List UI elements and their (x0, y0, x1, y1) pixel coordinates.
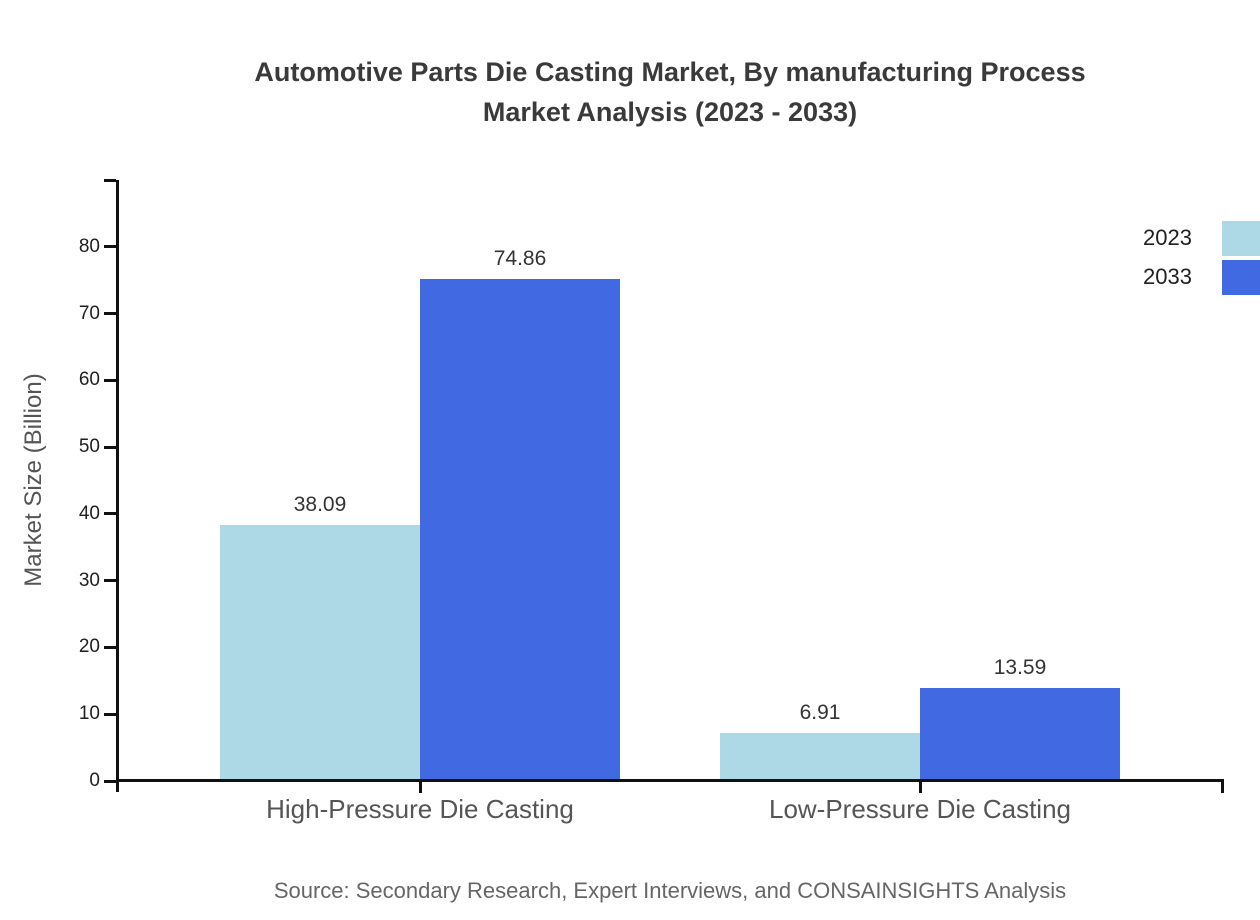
x-tick (1220, 779, 1224, 793)
bar-value-label: 38.09 (293, 492, 347, 516)
x-tick (918, 779, 922, 793)
bar-2023 (720, 732, 920, 779)
y-axis-label: Market Size (Billion) (20, 373, 47, 587)
chart-title-line2: Market Analysis (2023 - 2033) (482, 97, 858, 127)
y-tick-label: 40 (78, 502, 100, 524)
x-axis-line (116, 779, 1224, 782)
x-tick (418, 779, 422, 793)
y-tick (104, 245, 116, 249)
legend-item-2023: 2023 (1143, 219, 1260, 257)
y-tick (104, 779, 116, 783)
y-tick-label: 20 (78, 636, 100, 658)
y-axis-end-cap (104, 179, 116, 182)
y-tick-label: 50 (78, 436, 100, 458)
y-tick (104, 445, 116, 449)
y-tick-label: 0 (89, 770, 100, 791)
y-tick (104, 512, 116, 516)
x-category-label: Low-Pressure Die Casting (768, 794, 1071, 824)
bar-2023 (220, 524, 420, 779)
y-tick (104, 312, 116, 316)
x-category-label: High-Pressure Die Casting (266, 794, 574, 824)
bar-2033 (420, 279, 620, 779)
y-tick-label: 30 (78, 569, 100, 591)
y-tick-label: 60 (78, 369, 100, 391)
y-tick-label: 80 (78, 235, 100, 257)
legend-label: 2033 (1143, 264, 1192, 289)
legend-label: 2023 (1143, 225, 1192, 250)
chart-title: Automotive Parts Die Casting Market, By … (80, 52, 1260, 132)
y-tick-label: 70 (78, 302, 100, 324)
y-axis-line (116, 180, 119, 792)
bar-value-label: 13.59 (993, 656, 1047, 680)
legend: 2023 2033 (1143, 219, 1260, 297)
legend-item-2033: 2033 (1143, 258, 1260, 296)
legend-swatch-icon (1222, 259, 1260, 295)
legend-swatch-icon (1222, 220, 1260, 256)
y-tick-label: 10 (78, 703, 100, 725)
bar-value-label: 74.86 (493, 247, 547, 271)
y-tick (104, 712, 116, 716)
source-attribution: Source: Secondary Research, Expert Inter… (273, 878, 1067, 903)
bar-2033 (920, 688, 1120, 779)
bar-value-label: 6.91 (799, 700, 841, 724)
chart-title-line1: Automotive Parts Die Casting Market, By … (254, 57, 1086, 87)
y-tick (104, 645, 116, 649)
y-tick (104, 378, 116, 382)
y-tick (104, 579, 116, 583)
